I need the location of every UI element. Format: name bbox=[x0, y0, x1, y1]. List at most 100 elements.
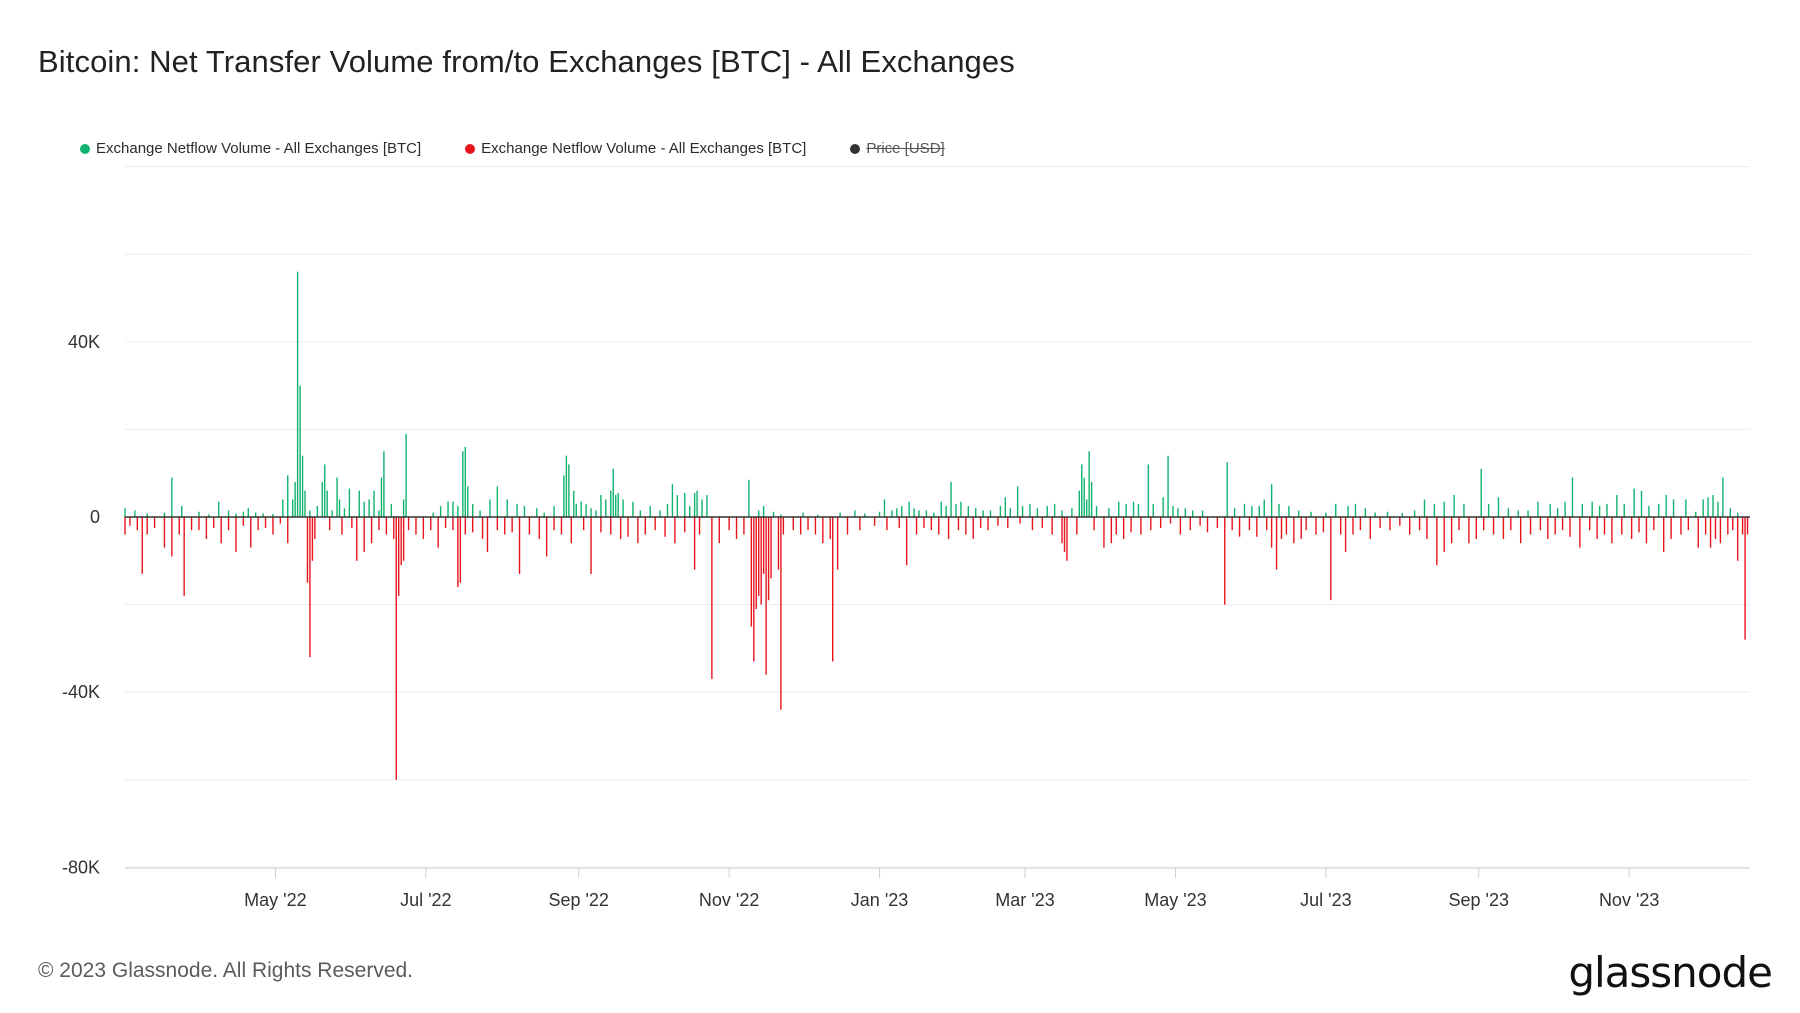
netflow-bar bbox=[883, 499, 886, 517]
netflow-bar bbox=[242, 511, 245, 517]
netflow-bar bbox=[208, 514, 210, 517]
netflow-bar bbox=[565, 455, 568, 517]
netflow-bar bbox=[390, 503, 393, 517]
netflow-bar bbox=[671, 484, 674, 517]
legend-item-price[interactable]: Price [USD] bbox=[850, 140, 945, 157]
netflow-bar bbox=[304, 490, 306, 517]
netflow-bar bbox=[1527, 510, 1529, 517]
netflow-bar bbox=[1285, 517, 1288, 535]
netflow-bar bbox=[171, 517, 173, 557]
netflow-bar bbox=[957, 517, 960, 531]
netflow-bar bbox=[1093, 517, 1095, 531]
netflow-bar bbox=[279, 517, 282, 524]
netflow-bar bbox=[1090, 481, 1093, 517]
netflow-bar bbox=[301, 455, 304, 517]
netflow-bar bbox=[1061, 517, 1063, 544]
netflow-bar bbox=[1680, 517, 1682, 535]
netflow-bar bbox=[913, 508, 915, 517]
netflow-bar bbox=[1172, 506, 1174, 517]
x-tick-label: Jan '23 bbox=[851, 890, 908, 910]
netflow-bar bbox=[351, 517, 353, 528]
netflow-bar bbox=[735, 517, 738, 539]
netflow-bar bbox=[272, 517, 274, 535]
netflow-bar bbox=[402, 517, 405, 561]
netflow-bar bbox=[1258, 506, 1260, 517]
netflow-bar bbox=[1083, 477, 1085, 517]
netflow-bar bbox=[328, 517, 331, 531]
netflow-bar bbox=[336, 477, 338, 517]
netflow-bar bbox=[627, 517, 629, 537]
netflow-bar bbox=[590, 508, 592, 517]
netflow-bar bbox=[528, 517, 531, 535]
netflow-bar bbox=[575, 503, 577, 517]
netflow-bar bbox=[1339, 517, 1342, 535]
netflow-bar bbox=[1665, 495, 1667, 517]
netflow-bar bbox=[772, 511, 775, 517]
netflow-bar bbox=[718, 517, 720, 544]
netflow-bar bbox=[1611, 517, 1613, 544]
netflow-bar bbox=[1670, 517, 1672, 539]
netflow-bar bbox=[600, 517, 602, 533]
netflow-bar bbox=[543, 512, 545, 517]
netflow-bar bbox=[864, 513, 866, 517]
netflow-bar bbox=[1426, 517, 1428, 539]
netflow-bar bbox=[1702, 499, 1704, 517]
netflow-bar bbox=[220, 517, 222, 544]
netflow-bar bbox=[218, 501, 220, 517]
netflow-bar bbox=[395, 517, 397, 780]
netflow-bar bbox=[802, 512, 804, 517]
netflow-bar bbox=[940, 501, 942, 517]
netflow-bar bbox=[1539, 517, 1542, 531]
legend-label: Exchange Netflow Volume - All Exchanges … bbox=[481, 140, 807, 157]
netflow-bar bbox=[373, 490, 375, 517]
netflow-bar bbox=[1616, 495, 1618, 517]
netflow-bar bbox=[807, 517, 809, 531]
netflow-bar bbox=[378, 517, 380, 531]
netflow-bar bbox=[1140, 517, 1142, 535]
netflow-bar bbox=[701, 499, 703, 517]
netflow-bar bbox=[518, 517, 521, 574]
netflow-bar bbox=[415, 517, 417, 535]
legend-item-netflow-negative[interactable]: Exchange Netflow Volume - All Exchanges … bbox=[465, 140, 806, 157]
netflow-bar bbox=[163, 512, 166, 517]
netflow-bar bbox=[1482, 517, 1485, 531]
legend-item-netflow-positive[interactable]: Exchange Netflow Volume - All Exchanges … bbox=[80, 140, 421, 157]
netflow-bar bbox=[153, 517, 156, 528]
netflow-bar bbox=[878, 511, 881, 517]
netflow-bar bbox=[296, 271, 299, 517]
netflow-bar bbox=[1549, 503, 1551, 517]
netflow-bar bbox=[1364, 508, 1367, 517]
netflow-bar bbox=[1019, 517, 1021, 524]
x-tick-label: Jul '23 bbox=[1300, 890, 1351, 910]
netflow-bar bbox=[1354, 503, 1357, 517]
netflow-bar bbox=[632, 501, 634, 517]
netflow-bar bbox=[1293, 517, 1295, 544]
netflow-bar bbox=[452, 517, 454, 531]
netflow-bar bbox=[938, 517, 940, 535]
netflow-bar bbox=[1322, 517, 1325, 533]
netflow-bar bbox=[1071, 508, 1073, 517]
netflow-bar bbox=[563, 475, 565, 517]
netflow-bar bbox=[989, 510, 992, 517]
netflow-bar bbox=[1330, 517, 1332, 601]
netflow-bar bbox=[580, 501, 582, 517]
netflow-bar bbox=[1554, 517, 1556, 535]
netflow-bar bbox=[1589, 517, 1591, 531]
netflow-bar bbox=[254, 512, 257, 517]
netflow-bar bbox=[1732, 517, 1734, 531]
netflow-bar bbox=[905, 517, 908, 566]
netflow-bar bbox=[1359, 517, 1362, 531]
netflow-bar bbox=[684, 492, 686, 517]
netflow-bar bbox=[965, 517, 967, 535]
netflow-bar bbox=[380, 477, 383, 517]
netflow-bar bbox=[706, 495, 708, 517]
netflow-bar bbox=[1152, 503, 1154, 517]
netflow-bar bbox=[250, 517, 252, 548]
netflow-bar bbox=[1021, 506, 1024, 517]
netflow-bar bbox=[610, 490, 612, 517]
netflow-bar bbox=[873, 517, 876, 526]
netflow-bar bbox=[1510, 517, 1512, 531]
copyright-footer: © 2023 Glassnode. All Rights Reserved. bbox=[38, 959, 414, 982]
netflow-bar bbox=[1169, 517, 1172, 524]
